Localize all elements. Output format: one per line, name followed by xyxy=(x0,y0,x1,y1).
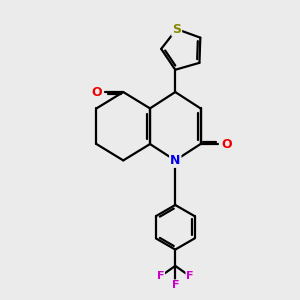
Text: O: O xyxy=(92,85,102,98)
Text: F: F xyxy=(157,271,164,281)
Text: F: F xyxy=(186,271,194,281)
Text: O: O xyxy=(221,138,232,151)
Text: N: N xyxy=(170,154,181,167)
Text: F: F xyxy=(172,280,179,290)
Text: S: S xyxy=(172,22,181,36)
